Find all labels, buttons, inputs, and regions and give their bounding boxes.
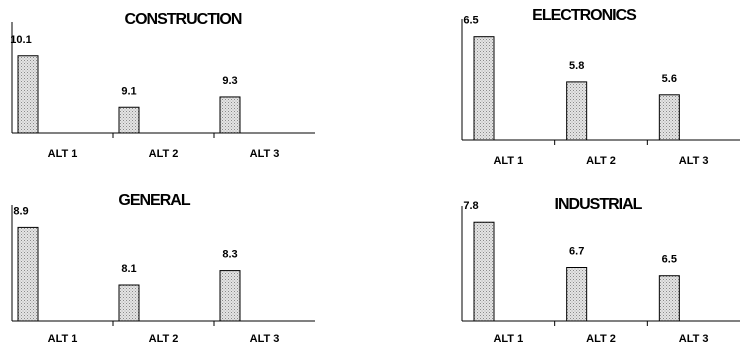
tick-label: ALT 2: [149, 148, 179, 160]
bar-chart: CONSTRUCTION 10.1 ALT 1 9.1 ALT 2 9.3 ALT 3: [10, 11, 315, 160]
data-label: 7.8: [463, 200, 478, 212]
bar: [118, 106, 140, 134]
tick-label: ALT 1: [48, 148, 78, 160]
tick-label: ALT 1: [48, 333, 78, 345]
tick-label: ALT 3: [250, 148, 280, 160]
bar-chart: INDUSTRIAL 7.8 ALT 1 6.7 ALT 2 6.5 ALT 3: [461, 196, 740, 345]
data-label: 6.5: [463, 15, 478, 27]
tick-label: ALT 2: [586, 333, 616, 345]
data-label: 9.3: [222, 75, 237, 87]
bar: [566, 267, 588, 322]
data-label: 8.9: [13, 205, 28, 217]
chart-title: INDUSTRIAL: [555, 196, 643, 213]
data-label: 8.1: [121, 263, 136, 275]
bar: [219, 96, 241, 134]
chart-title: GENERAL: [118, 192, 190, 209]
bar: [473, 36, 495, 141]
chart-title: CONSTRUCTION: [125, 11, 242, 28]
data-label: 5.8: [569, 60, 584, 72]
tick-label: ALT 2: [149, 333, 179, 345]
tick-label: ALT 2: [586, 155, 616, 167]
tick-label: ALT 3: [679, 155, 709, 167]
bar: [658, 94, 680, 141]
bar: [658, 275, 680, 322]
tick-label: ALT 1: [493, 155, 523, 167]
bar-chart: ELECTRONICS 6.5 ALT 1 5.8 ALT 2 5.6 ALT 3: [461, 7, 740, 167]
data-label: 9.1: [121, 85, 136, 97]
data-label: 8.3: [222, 249, 237, 261]
bar: [219, 270, 241, 322]
data-label: 5.6: [662, 73, 677, 85]
bar: [17, 55, 39, 134]
tick-label: ALT 3: [679, 333, 709, 345]
bar-chart: GENERAL 8.9 ALT 1 8.1 ALT 2 8.3 ALT 3: [11, 192, 315, 345]
bar: [118, 284, 140, 322]
tick-label: ALT 1: [493, 333, 523, 345]
data-label: 10.1: [10, 34, 31, 46]
tick-label: ALT 3: [250, 333, 280, 345]
data-label: 6.5: [662, 254, 677, 266]
chart-title: ELECTRONICS: [532, 7, 637, 24]
bar: [17, 226, 39, 322]
data-label: 6.7: [569, 246, 584, 258]
bar: [566, 81, 588, 141]
bar: [473, 221, 495, 322]
